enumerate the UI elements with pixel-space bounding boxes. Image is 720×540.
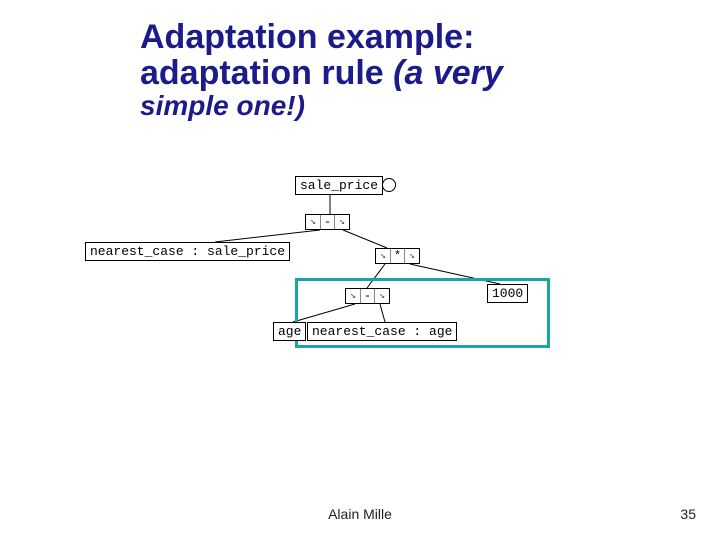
- op-minus-top: ↘ - ↘: [305, 214, 350, 230]
- footer-author: Alain Mille: [0, 506, 720, 522]
- slide-title: Adaptation example: adaptation rule (a v…: [140, 20, 680, 121]
- op-symbol: *: [390, 249, 405, 263]
- arrow-icon: ↘: [375, 289, 389, 303]
- title-line2-plain: adaptation rule: [140, 54, 393, 92]
- arrow-icon: ↘: [346, 289, 360, 303]
- title-line2-italic: (a very: [393, 54, 503, 92]
- rule-diagram: sale_price nearest_case : sale_price ↘ -…: [85, 170, 585, 390]
- op-symbol: -: [360, 289, 375, 303]
- title-line1: Adaptation example:: [140, 20, 680, 56]
- op-minus-bot: ↘ - ↘: [345, 288, 390, 304]
- node-age: age: [273, 322, 306, 341]
- arrow-icon: ↘: [306, 215, 320, 229]
- title-line3: simple one!): [140, 91, 680, 120]
- node-const-1000: 1000: [487, 284, 528, 303]
- node-sale-price: sale_price: [295, 176, 383, 195]
- node-output-circle: [382, 178, 396, 192]
- node-nearest-age: nearest_case : age: [307, 322, 457, 341]
- footer-page-number: 35: [680, 506, 696, 522]
- arrow-icon: ↘: [335, 215, 349, 229]
- node-nearest-sale-price: nearest_case : sale_price: [85, 242, 290, 261]
- arrow-icon: ↘: [376, 249, 390, 263]
- arrow-icon: ↘: [405, 249, 419, 263]
- op-mult: ↘ * ↘: [375, 248, 420, 264]
- title-line2: adaptation rule (a very: [140, 56, 680, 92]
- op-symbol: -: [320, 215, 335, 229]
